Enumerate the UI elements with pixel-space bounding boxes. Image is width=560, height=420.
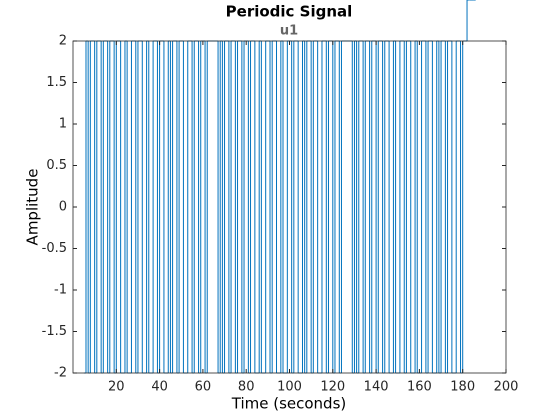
plot-area bbox=[73, 41, 506, 373]
y-tick-label: -1.5 bbox=[42, 324, 67, 339]
chart-title: Periodic Signal bbox=[226, 3, 353, 21]
y-tick-label: -2 bbox=[54, 366, 67, 381]
y-tick-label: -1 bbox=[54, 283, 67, 298]
x-tick-label: 200 bbox=[494, 380, 519, 395]
y-tick-label: 0.5 bbox=[46, 158, 67, 173]
y-tick-label: 1.5 bbox=[46, 75, 67, 90]
x-tick-label: 160 bbox=[407, 380, 432, 395]
y-tick-label: 0 bbox=[59, 200, 67, 215]
x-tick-label: 100 bbox=[277, 380, 302, 395]
x-tick-label: 180 bbox=[450, 380, 475, 395]
x-tick-label: 140 bbox=[364, 380, 389, 395]
x-tick-label: 20 bbox=[108, 380, 125, 395]
y-tick-label: 2 bbox=[59, 34, 67, 49]
subtitle: u1 bbox=[280, 24, 298, 39]
x-tick-label: 80 bbox=[238, 380, 255, 395]
x-tick-label: 40 bbox=[151, 380, 168, 395]
x-tick-label: 60 bbox=[195, 380, 212, 395]
y-tick-label: 1 bbox=[59, 117, 67, 132]
y-axis-label: Amplitude bbox=[24, 169, 42, 246]
y-tick-label: -0.5 bbox=[42, 241, 67, 256]
x-tick-label: 120 bbox=[320, 380, 345, 395]
x-axis-label: Time (seconds) bbox=[231, 395, 347, 413]
